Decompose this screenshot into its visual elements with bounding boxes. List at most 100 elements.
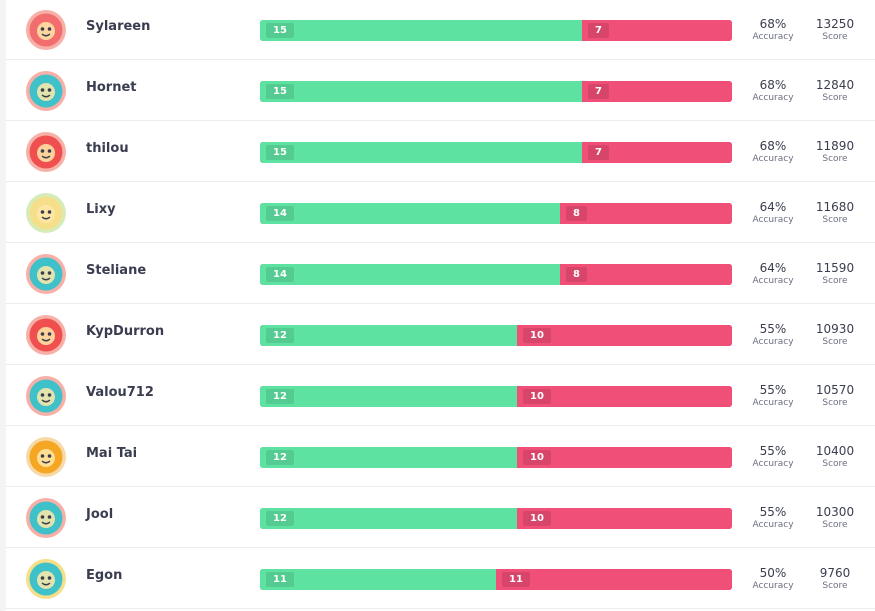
wrong-segment: 7 — [582, 81, 732, 102]
wrong-count: 10 — [523, 450, 551, 465]
answer-bar: 11 11 — [260, 569, 732, 590]
accuracy-label: Accuracy — [752, 581, 794, 591]
correct-segment: 11 — [260, 569, 496, 590]
player-row[interactable]: Hornet 15 7 68% Accuracy 12840 Score — [6, 61, 875, 121]
player-name: Valou712 — [86, 385, 154, 400]
score-value: 9760 — [819, 566, 851, 580]
accuracy-label: Accuracy — [752, 459, 794, 469]
score-label: Score — [822, 398, 848, 408]
player-name: Lixy — [86, 202, 116, 217]
wrong-segment: 8 — [560, 264, 732, 285]
accuracy-stat: 55% Accuracy — [743, 322, 803, 348]
brain-avatar-icon — [25, 253, 67, 295]
player-name: Mai Tai — [86, 446, 138, 461]
correct-segment: 14 — [260, 264, 560, 285]
correct-count: 11 — [266, 572, 294, 587]
accuracy-label: Accuracy — [752, 154, 794, 164]
cat-face-avatar-icon — [25, 9, 67, 51]
wrong-segment: 10 — [517, 386, 732, 407]
accuracy-label: Accuracy — [752, 520, 794, 530]
answer-bar: 14 8 — [260, 264, 732, 285]
wrong-count: 11 — [502, 572, 530, 587]
accuracy-stat: 64% Accuracy — [743, 261, 803, 287]
accuracy-value: 55% — [759, 505, 787, 519]
score-stat: 11890 Score — [805, 139, 865, 165]
correct-count: 12 — [266, 450, 294, 465]
player-row[interactable]: Jool 12 10 55% Accuracy 10300 Score — [6, 488, 875, 548]
score-label: Score — [822, 32, 848, 42]
score-stat: 10400 Score — [805, 444, 865, 470]
accuracy-label: Accuracy — [752, 93, 794, 103]
correct-segment: 12 — [260, 325, 517, 346]
correct-segment: 15 — [260, 20, 582, 41]
wrong-segment: 11 — [496, 569, 732, 590]
score-label: Score — [822, 520, 848, 530]
fox-face-avatar-icon — [25, 558, 67, 600]
player-row[interactable]: Egon 11 11 50% Accuracy 9760 Score — [6, 549, 875, 609]
score-value: 11680 — [815, 200, 855, 214]
leaderboard: Sylareen 15 7 68% Accuracy 13250 Score Hornet 15… — [6, 0, 875, 611]
answer-bar: 15 7 — [260, 81, 732, 102]
player-row[interactable]: Lixy 14 8 64% Accuracy 11680 Score — [6, 183, 875, 243]
correct-count: 15 — [266, 23, 294, 38]
player-row[interactable]: thilou 15 7 68% Accuracy 11890 Score — [6, 122, 875, 182]
player-row[interactable]: Valou712 12 10 55% Accuracy 10570 Score — [6, 366, 875, 426]
score-stat: 11590 Score — [805, 261, 865, 287]
correct-count: 12 — [266, 328, 294, 343]
accuracy-stat: 55% Accuracy — [743, 505, 803, 531]
pizza-slice-avatar-icon — [25, 70, 67, 112]
accuracy-label: Accuracy — [752, 337, 794, 347]
score-label: Score — [822, 337, 848, 347]
player-name: Jool — [86, 507, 114, 522]
accuracy-value: 68% — [759, 139, 787, 153]
accuracy-value: 55% — [759, 444, 787, 458]
correct-segment: 15 — [260, 81, 582, 102]
accuracy-value: 50% — [759, 566, 787, 580]
wrong-count: 10 — [523, 328, 551, 343]
score-value: 10930 — [815, 322, 855, 336]
player-row[interactable]: KypDurron 12 10 55% Accuracy 10930 Score — [6, 305, 875, 365]
score-value: 10570 — [815, 383, 855, 397]
wrong-count: 10 — [523, 511, 551, 526]
camera-avatar-icon — [25, 131, 67, 173]
score-stat: 12840 Score — [805, 78, 865, 104]
accuracy-value: 68% — [759, 78, 787, 92]
score-stat: 10570 Score — [805, 383, 865, 409]
wrong-count: 7 — [588, 145, 609, 160]
player-name: Steliane — [86, 263, 147, 278]
wrong-segment: 7 — [582, 142, 732, 163]
score-stat: 10930 Score — [805, 322, 865, 348]
correct-segment: 12 — [260, 508, 517, 529]
accuracy-value: 55% — [759, 383, 787, 397]
score-label: Score — [822, 93, 848, 103]
accuracy-label: Accuracy — [752, 32, 794, 42]
accuracy-stat: 68% Accuracy — [743, 139, 803, 165]
correct-count: 15 — [266, 84, 294, 99]
accuracy-value: 55% — [759, 322, 787, 336]
answer-bar: 15 7 — [260, 142, 732, 163]
score-value: 11890 — [815, 139, 855, 153]
player-row[interactable]: Mai Tai 12 10 55% Accuracy 10400 Score — [6, 427, 875, 487]
accuracy-label: Accuracy — [752, 398, 794, 408]
player-name: Hornet — [86, 80, 137, 95]
wrong-segment: 10 — [517, 325, 732, 346]
answer-bar: 15 7 — [260, 20, 732, 41]
wrong-segment: 8 — [560, 203, 732, 224]
score-stat: 10300 Score — [805, 505, 865, 531]
player-row[interactable]: Steliane 14 8 64% Accuracy 11590 Score — [6, 244, 875, 304]
lightbulb-avatar-icon — [25, 497, 67, 539]
player-name: thilou — [86, 141, 129, 156]
score-label: Score — [822, 154, 848, 164]
accuracy-value: 68% — [759, 17, 787, 31]
score-value: 10300 — [815, 505, 855, 519]
accuracy-stat: 64% Accuracy — [743, 200, 803, 226]
answer-bar: 12 10 — [260, 386, 732, 407]
wrong-count: 8 — [566, 267, 587, 282]
accuracy-value: 64% — [759, 261, 787, 275]
correct-segment: 12 — [260, 447, 517, 468]
score-value: 11590 — [815, 261, 855, 275]
correct-segment: 14 — [260, 203, 560, 224]
correct-count: 12 — [266, 389, 294, 404]
player-row[interactable]: Sylareen 15 7 68% Accuracy 13250 Score — [6, 0, 875, 60]
accuracy-value: 64% — [759, 200, 787, 214]
